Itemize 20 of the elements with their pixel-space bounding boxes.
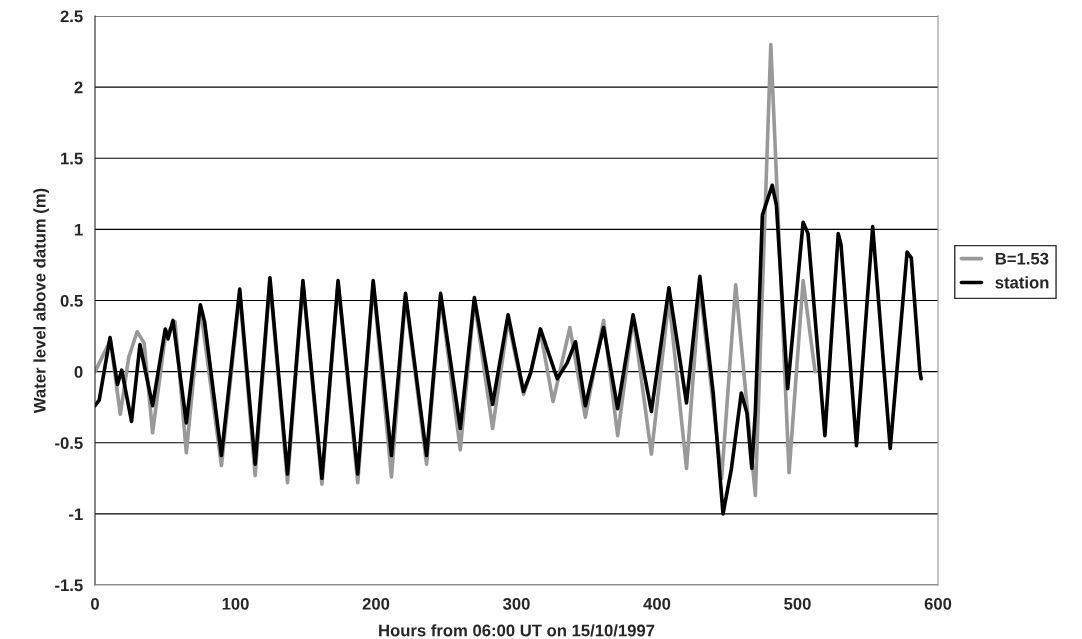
x-tick-label: 500 xyxy=(784,597,811,610)
x-tick-label: 100 xyxy=(222,597,249,610)
y-tick-label: 2.5 xyxy=(60,10,83,23)
y-tick-label: 0 xyxy=(74,366,83,378)
x-tick-label: 200 xyxy=(362,597,390,610)
legend-label: station xyxy=(995,276,1049,289)
y-axis-title: Water level above datum (m) xyxy=(33,188,49,414)
y-tick-label: -1 xyxy=(69,508,83,520)
x-axis-title: Hours from 06:00 UT on 15/10/1997 xyxy=(379,624,655,637)
legend-label: B=1.53 xyxy=(995,252,1049,265)
y-tick-label: 2 xyxy=(74,81,83,94)
x-tick-label: 400 xyxy=(643,597,671,610)
y-tick-label: -0.5 xyxy=(55,437,83,449)
y-tick-label: 1 xyxy=(74,223,83,236)
y-tick-label: 0.5 xyxy=(60,294,83,307)
y-tick-label: 1.5 xyxy=(61,152,83,165)
y-tick-label: -1.5 xyxy=(55,579,83,592)
x-tick-label: 600 xyxy=(924,597,952,610)
x-tick-label: 0 xyxy=(91,597,99,610)
x-tick-label: 300 xyxy=(502,597,530,610)
